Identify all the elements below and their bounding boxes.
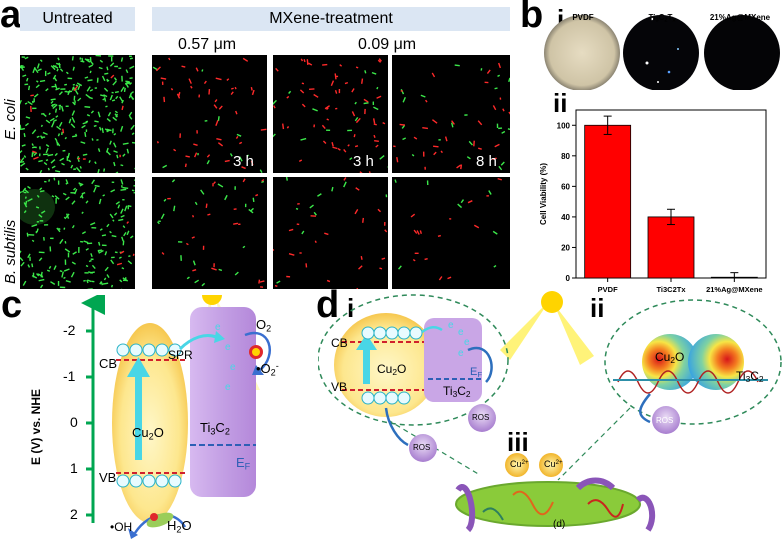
bacteria-label: (d): [553, 519, 566, 530]
tick-label-0: 0: [70, 414, 78, 430]
energy-axis-label: E (V) vs. NHE: [29, 388, 43, 465]
spr-label: SPR: [168, 348, 193, 362]
d-vb-label: VB: [331, 380, 348, 394]
y-tick-label-3: 60: [561, 182, 570, 191]
sun-icon-d: [541, 291, 563, 313]
d-cu2o-ii-label: Cu2O: [655, 350, 685, 366]
svg-text:e: e: [215, 322, 221, 333]
cb-label: CB: [99, 356, 118, 371]
svg-text:e: e: [458, 348, 464, 359]
ef-label: EF: [236, 455, 251, 472]
o2-radical-label: •O2-: [256, 361, 279, 378]
row-label-bsubtilis: B. subtilis: [2, 219, 19, 284]
svg-text:e: e: [225, 342, 231, 353]
y-tick-label-4: 80: [561, 152, 570, 161]
x-tick-label-1: Ti3C2Tx: [656, 285, 686, 294]
dish-ti3c2tx: [623, 15, 699, 90]
y-tick-label-0: 0: [566, 274, 571, 283]
sun-icon: [202, 295, 222, 305]
cu2o-label: Cu2O: [132, 425, 164, 442]
ros-bubble-bottom: [409, 434, 437, 462]
micrograph-ecoli-009-8h: [392, 55, 510, 173]
cu2plus-label-2: Cu2+: [544, 459, 563, 469]
petri-dishes: [544, 15, 780, 90]
micrograph-bsub-009-3h: [273, 177, 388, 289]
y-tick-label-2: 40: [561, 213, 570, 222]
panel-c-letter: c: [1, 284, 23, 326]
dish-label-ti3c2tx: Ti3C2Tx: [648, 13, 676, 24]
ti3c2-label: Ti3C2: [200, 420, 230, 437]
panel-d-sub-i: i: [347, 293, 355, 323]
micrograph-ecoli-057: [152, 55, 267, 173]
header-untreated: Untreated: [20, 7, 135, 31]
bacterium: [455, 481, 641, 527]
ros-bubble-ii: [652, 406, 680, 434]
bar-0: [584, 124, 632, 279]
oh-radical-label: •OH: [110, 520, 133, 534]
svg-text:e: e: [448, 320, 454, 331]
tick-label-m1: -1: [63, 368, 76, 384]
y-tick-label-1: 20: [561, 243, 570, 252]
micrograph-ecoli-untreated: [20, 55, 135, 173]
row-label-ecoli: E. coli: [2, 99, 19, 140]
panel-b-sub-i: i: [557, 4, 565, 34]
svg-text:e: e: [458, 327, 464, 338]
ros-bubble-right: [468, 404, 496, 432]
zoom-ellipse-i: [318, 294, 509, 426]
tick-label-1: 1: [70, 460, 78, 476]
svg-text:e: e: [464, 337, 470, 348]
panel-d-letter: d: [316, 284, 340, 326]
d-ros-label-2: ROS: [413, 443, 431, 452]
svg-text:e: e: [230, 362, 236, 373]
dish-pvdf: [544, 15, 620, 90]
d-ros-label-3: ROS: [656, 416, 674, 425]
vb-label: VB: [99, 470, 117, 485]
panel-b-letter: b: [520, 0, 544, 36]
micrograph-bsub-057: [152, 177, 267, 289]
size-label-1: 0.57 μm: [178, 36, 237, 53]
time-label-1: 3 h: [233, 153, 254, 170]
bar-chart: 0 20 40 60 80 100 Cell Viability (%) PVDF Ti3C2T…: [539, 109, 767, 294]
tick-label-2: 2: [70, 506, 78, 522]
bar-1: [647, 216, 695, 279]
svg-text:e: e: [225, 382, 231, 393]
dish-label-ag-mxene: 21%Ag@MXene: [709, 13, 771, 22]
d-ti3c2-label: Ti3C2: [443, 384, 471, 400]
cu-ion-2: [539, 453, 563, 477]
d-ros-label-1: ROS: [472, 413, 490, 422]
panel-b-sub-ii: ii: [553, 88, 568, 118]
x-tick-label-2: 21%Ag@MXene: [706, 285, 763, 294]
panel-d-sub-ii: ii: [590, 293, 605, 323]
micrograph-ecoli-009-3h: [273, 55, 388, 173]
d-cu2o-label: Cu2O: [377, 362, 407, 378]
tick-label-m2: -2: [63, 322, 76, 338]
time-label-3: 8 h: [476, 153, 497, 170]
header-mxene-treatment: MXene-treatment: [152, 7, 510, 31]
dish-ag-mxene: [704, 15, 780, 90]
panel-d-sub-iii: iii: [507, 427, 529, 457]
zoom-ellipse-ii: [604, 299, 782, 425]
d-ef-label: EF: [470, 366, 483, 379]
y-axis-label: Cell Viability (%): [539, 163, 548, 225]
cu-ion-1: [505, 453, 529, 477]
size-label-2: 0.09 μm: [358, 36, 417, 53]
d-ti3c2-ii-label: Ti3C2: [736, 369, 764, 385]
h2o-label: H2O: [167, 518, 192, 535]
d-cb-label: CB: [331, 336, 348, 350]
o2-label: O2: [256, 317, 272, 334]
cu2plus-label-1: Cu2+: [510, 459, 529, 469]
panel-a-letter: a: [0, 0, 22, 36]
micrograph-bsub-009-8h: [392, 177, 510, 289]
ti3c2-block: [190, 307, 256, 497]
x-tick-label-0: PVDF: [598, 285, 618, 294]
y-tick-label-5: 100: [557, 121, 571, 130]
micrograph-bsub-untreated: [20, 177, 135, 289]
time-label-2: 3 h: [353, 153, 374, 170]
dish-label-pvdf: PVDF: [572, 13, 594, 22]
